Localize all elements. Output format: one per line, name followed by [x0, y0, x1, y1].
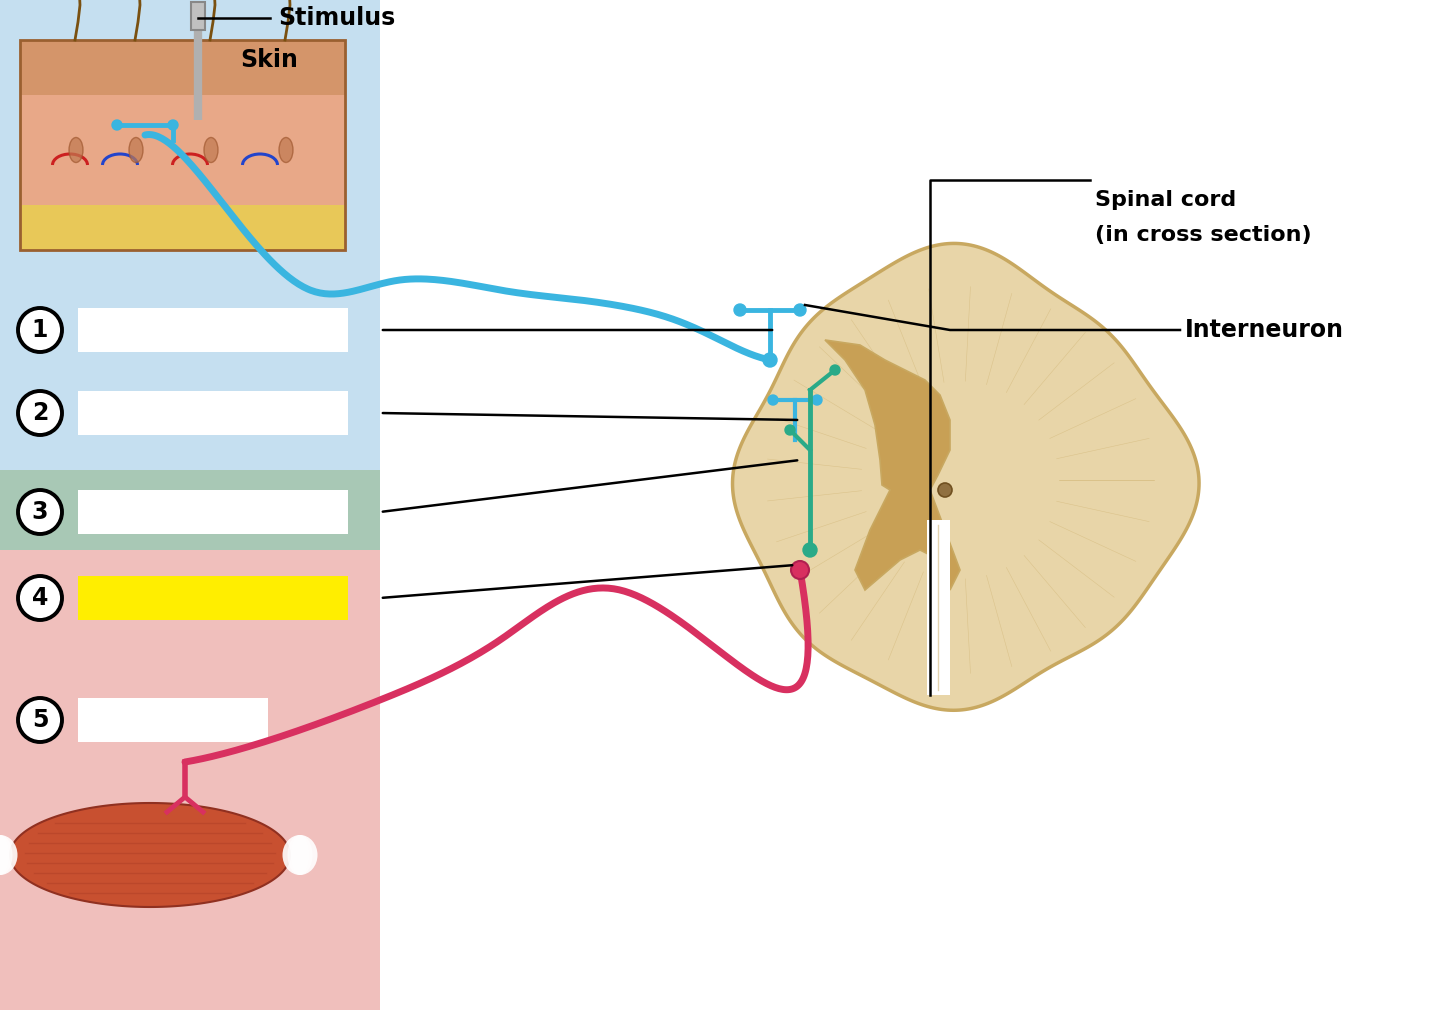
Ellipse shape: [204, 137, 217, 163]
Circle shape: [17, 391, 62, 435]
Circle shape: [829, 365, 840, 375]
Circle shape: [793, 304, 806, 316]
FancyBboxPatch shape: [0, 390, 380, 470]
FancyBboxPatch shape: [0, 550, 380, 1010]
FancyBboxPatch shape: [0, 470, 380, 550]
Ellipse shape: [291, 835, 310, 875]
FancyBboxPatch shape: [78, 490, 348, 534]
Ellipse shape: [0, 835, 13, 875]
Circle shape: [168, 120, 179, 130]
Text: Interneuron: Interneuron: [1185, 318, 1344, 342]
Circle shape: [17, 308, 62, 352]
Ellipse shape: [69, 137, 84, 163]
Text: 5: 5: [32, 708, 49, 732]
Ellipse shape: [294, 835, 305, 875]
FancyBboxPatch shape: [78, 576, 348, 620]
Circle shape: [791, 561, 809, 579]
Circle shape: [17, 698, 62, 742]
Ellipse shape: [279, 137, 292, 163]
Ellipse shape: [0, 835, 6, 875]
Circle shape: [112, 120, 122, 130]
Circle shape: [937, 483, 952, 497]
Circle shape: [17, 490, 62, 534]
Circle shape: [812, 395, 822, 405]
Circle shape: [17, 576, 62, 620]
FancyBboxPatch shape: [20, 205, 346, 250]
FancyBboxPatch shape: [78, 308, 348, 352]
Polygon shape: [927, 520, 950, 695]
Circle shape: [768, 395, 778, 405]
Polygon shape: [825, 340, 960, 590]
FancyBboxPatch shape: [78, 391, 348, 435]
Text: 2: 2: [32, 401, 48, 425]
Text: 1: 1: [32, 318, 48, 342]
Text: 4: 4: [32, 586, 48, 610]
Ellipse shape: [130, 137, 143, 163]
Text: Stimulus: Stimulus: [278, 6, 395, 30]
Ellipse shape: [282, 835, 317, 875]
Ellipse shape: [288, 835, 312, 875]
FancyBboxPatch shape: [20, 40, 346, 95]
FancyBboxPatch shape: [78, 698, 268, 742]
FancyBboxPatch shape: [192, 2, 204, 30]
FancyBboxPatch shape: [20, 95, 346, 205]
Circle shape: [785, 425, 795, 435]
Text: Skin: Skin: [240, 48, 298, 72]
Circle shape: [763, 354, 778, 367]
Circle shape: [804, 543, 816, 557]
Ellipse shape: [0, 835, 17, 875]
Text: (in cross section): (in cross section): [1094, 225, 1312, 245]
Text: Spinal cord: Spinal cord: [1094, 190, 1237, 210]
FancyBboxPatch shape: [0, 0, 380, 390]
Ellipse shape: [0, 835, 9, 875]
Circle shape: [734, 304, 746, 316]
Polygon shape: [733, 243, 1200, 710]
Text: 3: 3: [32, 500, 49, 524]
Polygon shape: [10, 803, 289, 907]
